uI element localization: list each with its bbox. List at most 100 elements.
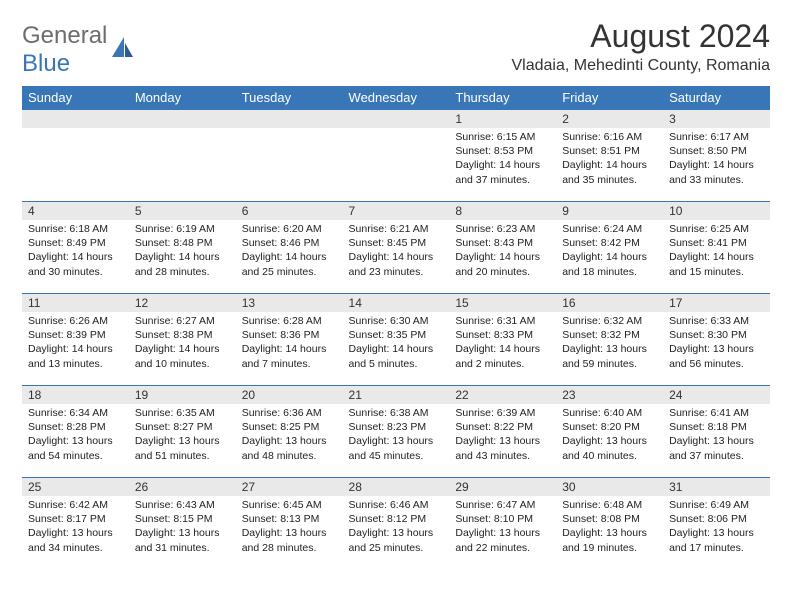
day-number: 1: [449, 110, 556, 128]
day-number: 30: [556, 478, 663, 496]
daylight-text: and 30 minutes.: [28, 265, 123, 279]
day-number: 15: [449, 294, 556, 312]
sunrise-text: Sunrise: 6:36 AM: [242, 406, 337, 420]
calendar-day-cell: 29Sunrise: 6:47 AMSunset: 8:10 PMDayligh…: [449, 478, 556, 570]
sunset-text: Sunset: 8:27 PM: [135, 420, 230, 434]
day-number: 24: [663, 386, 770, 404]
daylight-text: Daylight: 13 hours: [669, 526, 764, 540]
daylight-text: and 22 minutes.: [455, 541, 550, 555]
calendar-day-cell: 30Sunrise: 6:48 AMSunset: 8:08 PMDayligh…: [556, 478, 663, 570]
sunset-text: Sunset: 8:28 PM: [28, 420, 123, 434]
day-details: Sunrise: 6:36 AMSunset: 8:25 PMDaylight:…: [236, 404, 343, 467]
sunrise-text: Sunrise: 6:40 AM: [562, 406, 657, 420]
sunrise-text: Sunrise: 6:47 AM: [455, 498, 550, 512]
calendar-day-cell: [22, 110, 129, 202]
daylight-text: and 18 minutes.: [562, 265, 657, 279]
daylight-text: and 28 minutes.: [135, 265, 230, 279]
day-number: 29: [449, 478, 556, 496]
day-details: Sunrise: 6:40 AMSunset: 8:20 PMDaylight:…: [556, 404, 663, 467]
sunrise-text: Sunrise: 6:46 AM: [349, 498, 444, 512]
day-number: 11: [22, 294, 129, 312]
daylight-text: Daylight: 13 hours: [669, 434, 764, 448]
sunrise-text: Sunrise: 6:35 AM: [135, 406, 230, 420]
daylight-text: and 2 minutes.: [455, 357, 550, 371]
day-number: 14: [343, 294, 450, 312]
sunrise-text: Sunrise: 6:32 AM: [562, 314, 657, 328]
calendar-week-row: 1Sunrise: 6:15 AMSunset: 8:53 PMDaylight…: [22, 110, 770, 202]
daylight-text: Daylight: 14 hours: [455, 250, 550, 264]
day-details: Sunrise: 6:18 AMSunset: 8:49 PMDaylight:…: [22, 220, 129, 283]
sunrise-text: Sunrise: 6:28 AM: [242, 314, 337, 328]
weekday-header: Sunday: [22, 86, 129, 110]
day-details: Sunrise: 6:47 AMSunset: 8:10 PMDaylight:…: [449, 496, 556, 559]
weekday-header: Saturday: [663, 86, 770, 110]
daylight-text: Daylight: 14 hours: [242, 250, 337, 264]
day-details: Sunrise: 6:46 AMSunset: 8:12 PMDaylight:…: [343, 496, 450, 559]
sunset-text: Sunset: 8:17 PM: [28, 512, 123, 526]
day-details: Sunrise: 6:35 AMSunset: 8:27 PMDaylight:…: [129, 404, 236, 467]
calendar-day-cell: 17Sunrise: 6:33 AMSunset: 8:30 PMDayligh…: [663, 294, 770, 386]
sunrise-text: Sunrise: 6:18 AM: [28, 222, 123, 236]
day-details: Sunrise: 6:21 AMSunset: 8:45 PMDaylight:…: [343, 220, 450, 283]
day-details: Sunrise: 6:42 AMSunset: 8:17 PMDaylight:…: [22, 496, 129, 559]
daylight-text: and 33 minutes.: [669, 173, 764, 187]
daylight-text: Daylight: 13 hours: [242, 434, 337, 448]
daylight-text: Daylight: 13 hours: [562, 434, 657, 448]
sunset-text: Sunset: 8:23 PM: [349, 420, 444, 434]
location: Vladaia, Mehedinti County, Romania: [511, 57, 770, 75]
daylight-text: and 54 minutes.: [28, 449, 123, 463]
daylight-text: and 34 minutes.: [28, 541, 123, 555]
day-number: 13: [236, 294, 343, 312]
sunset-text: Sunset: 8:35 PM: [349, 328, 444, 342]
day-details: Sunrise: 6:45 AMSunset: 8:13 PMDaylight:…: [236, 496, 343, 559]
day-details: Sunrise: 6:15 AMSunset: 8:53 PMDaylight:…: [449, 128, 556, 191]
sunrise-text: Sunrise: 6:30 AM: [349, 314, 444, 328]
day-number: [129, 110, 236, 128]
daylight-text: Daylight: 14 hours: [669, 158, 764, 172]
sunrise-text: Sunrise: 6:48 AM: [562, 498, 657, 512]
calendar-day-cell: 12Sunrise: 6:27 AMSunset: 8:38 PMDayligh…: [129, 294, 236, 386]
day-details: Sunrise: 6:28 AMSunset: 8:36 PMDaylight:…: [236, 312, 343, 375]
day-details: Sunrise: 6:41 AMSunset: 8:18 PMDaylight:…: [663, 404, 770, 467]
calendar-week-row: 11Sunrise: 6:26 AMSunset: 8:39 PMDayligh…: [22, 294, 770, 386]
sunset-text: Sunset: 8:15 PM: [135, 512, 230, 526]
calendar-day-cell: 8Sunrise: 6:23 AMSunset: 8:43 PMDaylight…: [449, 202, 556, 294]
sunrise-text: Sunrise: 6:16 AM: [562, 130, 657, 144]
day-number: 20: [236, 386, 343, 404]
day-number: [236, 110, 343, 128]
daylight-text: and 45 minutes.: [349, 449, 444, 463]
daylight-text: Daylight: 14 hours: [349, 250, 444, 264]
calendar-day-cell: [343, 110, 450, 202]
weekday-header: Friday: [556, 86, 663, 110]
sunrise-text: Sunrise: 6:15 AM: [455, 130, 550, 144]
sunset-text: Sunset: 8:25 PM: [242, 420, 337, 434]
day-number: 4: [22, 202, 129, 220]
daylight-text: and 20 minutes.: [455, 265, 550, 279]
day-number: 8: [449, 202, 556, 220]
day-details: Sunrise: 6:32 AMSunset: 8:32 PMDaylight:…: [556, 312, 663, 375]
logo-text-blue: Blue: [22, 50, 70, 77]
sunrise-text: Sunrise: 6:38 AM: [349, 406, 444, 420]
sunrise-text: Sunrise: 6:25 AM: [669, 222, 764, 236]
daylight-text: Daylight: 13 hours: [669, 342, 764, 356]
sunset-text: Sunset: 8:08 PM: [562, 512, 657, 526]
day-number: 26: [129, 478, 236, 496]
daylight-text: and 5 minutes.: [349, 357, 444, 371]
calendar-day-cell: 15Sunrise: 6:31 AMSunset: 8:33 PMDayligh…: [449, 294, 556, 386]
day-details: Sunrise: 6:38 AMSunset: 8:23 PMDaylight:…: [343, 404, 450, 467]
calendar-day-cell: 22Sunrise: 6:39 AMSunset: 8:22 PMDayligh…: [449, 386, 556, 478]
day-details: Sunrise: 6:23 AMSunset: 8:43 PMDaylight:…: [449, 220, 556, 283]
calendar-day-cell: 1Sunrise: 6:15 AMSunset: 8:53 PMDaylight…: [449, 110, 556, 202]
calendar-day-cell: 25Sunrise: 6:42 AMSunset: 8:17 PMDayligh…: [22, 478, 129, 570]
daylight-text: Daylight: 13 hours: [135, 526, 230, 540]
daylight-text: Daylight: 14 hours: [135, 342, 230, 356]
daylight-text: Daylight: 13 hours: [562, 342, 657, 356]
sunset-text: Sunset: 8:48 PM: [135, 236, 230, 250]
day-number: 31: [663, 478, 770, 496]
day-number: 16: [556, 294, 663, 312]
daylight-text: Daylight: 13 hours: [28, 434, 123, 448]
day-details: Sunrise: 6:19 AMSunset: 8:48 PMDaylight:…: [129, 220, 236, 283]
calendar-day-cell: 13Sunrise: 6:28 AMSunset: 8:36 PMDayligh…: [236, 294, 343, 386]
daylight-text: Daylight: 13 hours: [28, 526, 123, 540]
logo-text-general: General: [22, 22, 107, 49]
